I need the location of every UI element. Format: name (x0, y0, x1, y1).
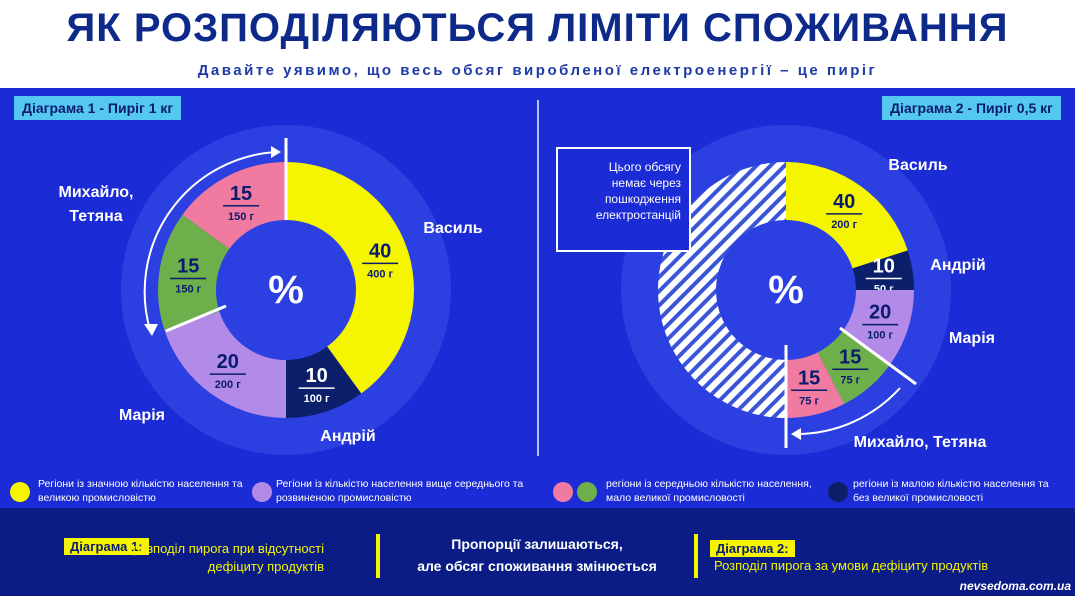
chart-1-slice-0-grams: 400 г (367, 268, 393, 280)
page-title: ЯК РОЗПОДІЛЯЮТЬСЯ ЛІМІТИ СПОЖИВАННЯ (66, 6, 1009, 50)
legend-text-2: Регіони із кількістю населення вище сере… (276, 478, 524, 504)
footer-center-line-2: але обсяг споживання змінюється (417, 558, 657, 574)
chart-1-slice-3-value: 15 (177, 256, 199, 278)
watermark: nevsedoma.com.ua (959, 579, 1071, 593)
footer-left-text: розподіл пирога при відсутності дефіциту… (132, 541, 324, 574)
chart-2-slice-0 (786, 162, 908, 269)
chart-1-name-tetiana: Тетяна (69, 208, 123, 225)
chart-2-slice-3 (817, 331, 890, 405)
chart-2-slice-4-grams: 75 г (799, 395, 819, 407)
chart-2-slice-1 (852, 250, 914, 290)
chart-1-slice-0-value: 40 (369, 240, 391, 262)
chart-2-label: Діаграма 2 - Пиріг 0,5 кг (882, 96, 1061, 120)
chart-1-slice-2-value: 20 (217, 351, 239, 373)
center-divider (537, 100, 539, 456)
legend-dot-yellow (10, 482, 30, 502)
missing-note-line-2: немає через (611, 176, 681, 190)
chart-1-slice-4-value: 15 (230, 183, 252, 205)
chart-1-arrowhead-bottom (144, 324, 158, 336)
missing-note-line-4: електростанцій (595, 208, 681, 222)
chart-1-slice-1 (286, 346, 362, 418)
page-subtitle: Давайте уявимо, що весь обсяг виробленої… (197, 62, 878, 79)
legend-dot-purple (252, 482, 272, 502)
chart-2-arrowhead (791, 428, 801, 440)
legend-text-1: Регіони із значною кількістю населення т… (38, 478, 243, 504)
chart-1-slice-3-grams: 150 г (175, 284, 201, 296)
chart-2-arc-arrow (795, 387, 901, 436)
footer-right-tag: Діаграма 2: (710, 540, 795, 557)
chart-2-name-mykhailo-tetiana: Михайло, Тетяна (854, 434, 987, 451)
footer-bar-right (694, 534, 698, 578)
footer-left-tag: Діаграма 1: (64, 538, 149, 555)
legend-dot-green (577, 482, 597, 502)
legend-dot-navy (828, 482, 848, 502)
footer-bar-left (376, 534, 380, 578)
chart-2-name-mariya: Марія (949, 330, 995, 347)
legend-dot-pink (553, 482, 573, 502)
footer-center-line-1: Пропорції залишаються, (451, 536, 623, 552)
chart-1-arc-arrow (143, 151, 277, 331)
chart-1-slice-2-grams: 200 г (215, 379, 241, 391)
chart-2-group-marker (839, 326, 917, 386)
chart-2-center-symbol: % (768, 268, 804, 312)
missing-note-line-3: пошкодження (604, 192, 681, 206)
chart-1-name-mykhailo: Михайло, (59, 184, 134, 201)
chart-2-slice-1-value: 10 (873, 256, 895, 278)
chart-1-slice-3 (157, 214, 230, 330)
chart-1-slice-0 (286, 162, 414, 394)
footer-panel (0, 508, 1075, 596)
chart-1-slice-1-value: 10 (305, 365, 327, 387)
chart-2-slice-0-value: 40 (833, 191, 855, 213)
chart-1-slice-4-grams: 150 г (228, 211, 254, 223)
chart-2-slice-2 (842, 290, 914, 366)
chart-1-slice-1-grams: 100 г (304, 393, 330, 405)
chart-2-slice-4-value: 15 (798, 367, 820, 389)
chart-2-name-andriy: Андрій (930, 257, 985, 274)
chart-1-name-andriy: Андрій (320, 428, 375, 445)
chart-1-arrowhead-top (271, 146, 281, 158)
chart-2-slice-3-grams: 75 г (840, 374, 860, 386)
footer-right-text: Розподіл пирога за умови дефіциту продук… (714, 558, 989, 573)
chart-1-label: Діаграма 1 - Пиріг 1 кг (14, 96, 182, 120)
chart-1-name-vasyl: Василь (423, 220, 482, 237)
chart-1-slice-2 (164, 311, 286, 418)
legend-text-3: регіони із середньою кількістю населення… (606, 478, 812, 504)
chart-1-center-symbol: % (268, 268, 304, 312)
missing-volume-callout: Цього обсягу немає через пошкодження еле… (556, 147, 691, 252)
chart-2-slice-2-value: 20 (869, 302, 891, 324)
chart-1-group-marker (165, 304, 227, 333)
chart-2-slice-0-grams: 200 г (831, 219, 857, 231)
chart-2-name-vasyl: Василь (888, 157, 947, 174)
chart-1-name-mariya: Марія (119, 407, 165, 424)
chart-2-slice-4 (786, 352, 845, 418)
missing-note-line-1: Цього обсягу (608, 160, 681, 174)
chart-1-slices: 40 400 г 10 100 г 20 200 г 15 150 г 15 150 г (157, 162, 414, 418)
chart-2-slice-3-value: 15 (839, 346, 861, 368)
legend-text-4: регіони із малою кількістю населення та … (853, 478, 1049, 504)
chart-2-slice-2-grams: 100 г (867, 330, 893, 342)
